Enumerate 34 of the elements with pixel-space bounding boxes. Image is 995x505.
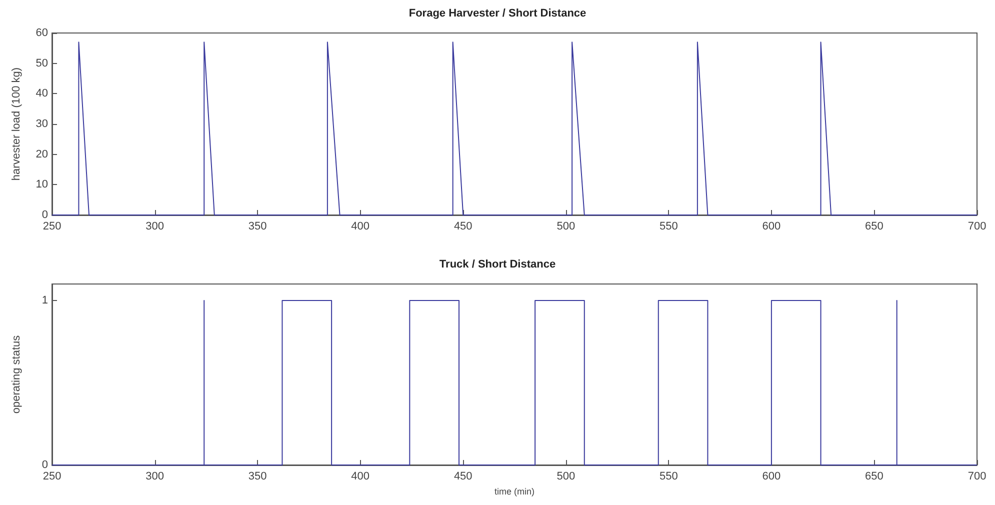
x-tick-label: 600 <box>762 220 781 232</box>
x-tick-label: 300 <box>146 220 164 232</box>
y-tick-label: 10 <box>36 178 48 191</box>
x-tick-label: 700 <box>968 220 986 232</box>
x-tick-label: 350 <box>248 470 267 482</box>
y-axis-title: harvester load (100 kg) <box>10 67 22 181</box>
x-tick-label: 550 <box>659 470 678 482</box>
y-tick-label: 30 <box>36 118 48 130</box>
y-tick-label: 0 <box>42 209 48 221</box>
x-tick-label: 500 <box>556 470 576 482</box>
x-tick-label: 600 <box>762 470 781 482</box>
x-tick-label: 700 <box>968 470 986 482</box>
x-tick-label: 400 <box>351 220 370 232</box>
x-tick-label: 250 <box>42 470 62 482</box>
y-tick-label: 40 <box>36 88 48 100</box>
x-tick-label: 650 <box>865 220 884 232</box>
x-tick-label: 650 <box>865 470 884 482</box>
x-tick-label: 450 <box>454 470 472 482</box>
x-tick-label: 250 <box>42 220 62 232</box>
x-tick-label: 300 <box>146 470 164 482</box>
y-tick-label: 50 <box>36 57 48 70</box>
x-tick-label: 400 <box>351 470 370 482</box>
y-tick-label: 60 <box>36 27 48 39</box>
y-axis-title: operating status <box>10 334 22 414</box>
x-tick-label: 500 <box>556 220 576 232</box>
chart-title: Truck / Short Distance <box>439 258 556 270</box>
chart-title: Forage Harvester / Short Distance <box>408 8 586 20</box>
y-tick-label: 1 <box>42 294 48 306</box>
x-tick-label: 450 <box>454 220 472 232</box>
y-tick-label: 20 <box>36 148 48 160</box>
x-tick-label: 550 <box>659 220 678 232</box>
y-tick-label: 0 <box>42 459 48 471</box>
x-axis-title: time (min) <box>494 486 534 496</box>
x-tick-label: 350 <box>248 220 267 232</box>
